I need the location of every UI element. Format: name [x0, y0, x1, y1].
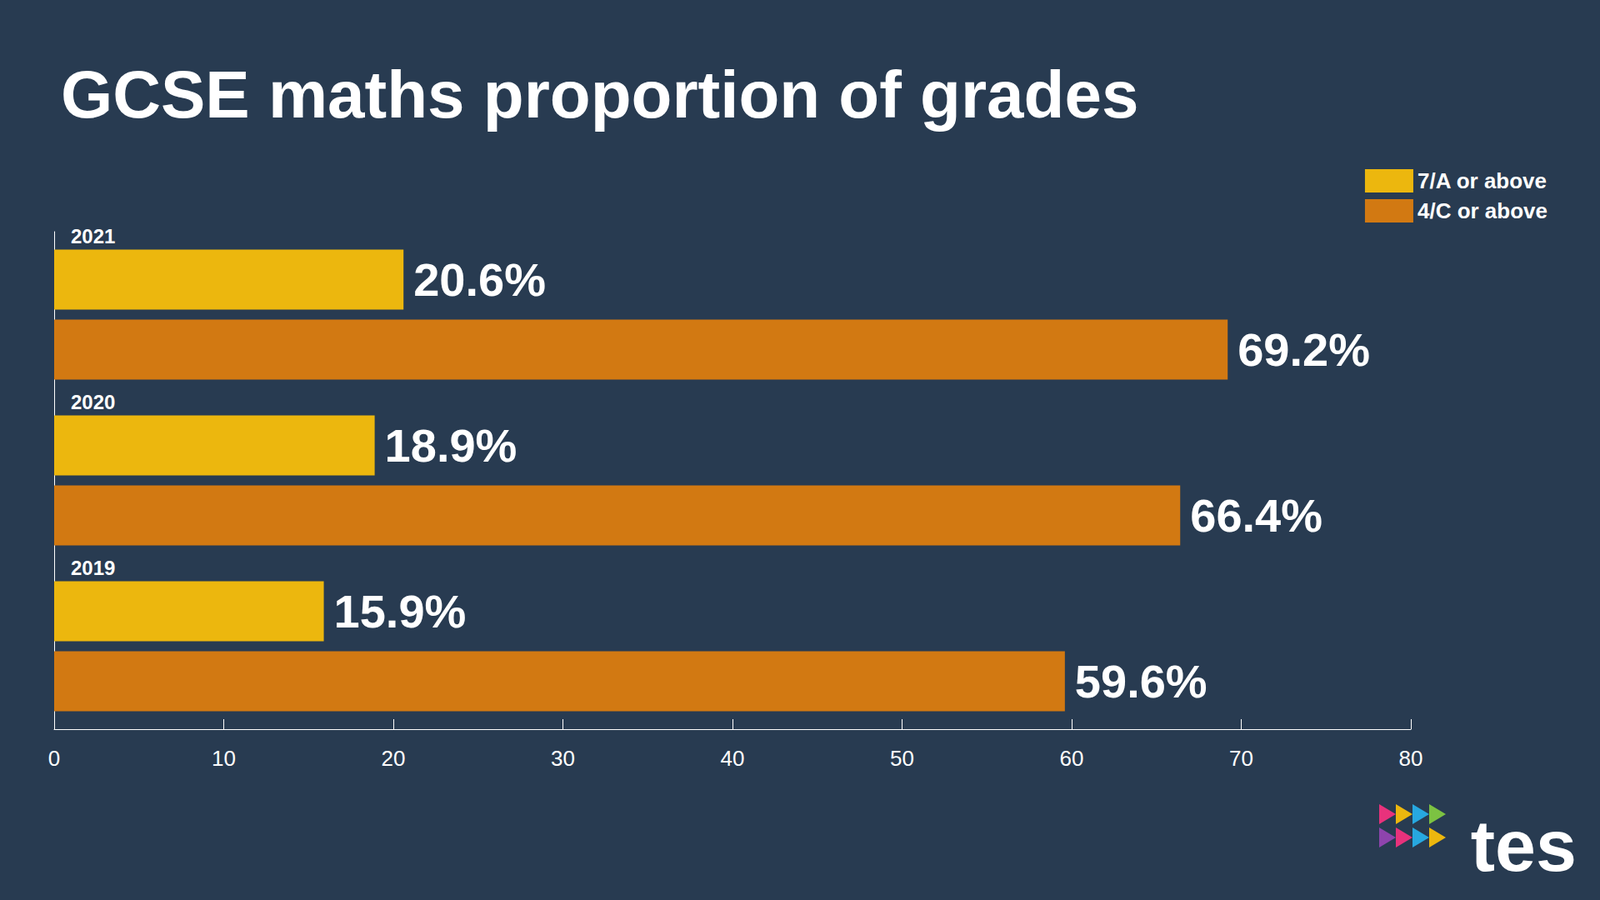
svg-text:20: 20 [381, 745, 406, 771]
svg-text:GCSE maths proportion of grade: GCSE maths proportion of grades [60, 57, 1139, 132]
svg-text:59.6%: 59.6% [1075, 655, 1208, 708]
svg-text:4/C or above: 4/C or above [1417, 198, 1548, 224]
svg-text:69.2%: 69.2% [1237, 323, 1370, 376]
svg-text:2019: 2019 [70, 556, 115, 580]
svg-text:80: 80 [1399, 745, 1424, 771]
svg-text:50: 50 [890, 745, 915, 771]
svg-text:2020: 2020 [70, 390, 115, 414]
svg-text:20.6%: 20.6% [413, 253, 546, 306]
svg-text:tes: tes [1470, 804, 1577, 887]
svg-text:18.9%: 18.9% [385, 419, 518, 472]
svg-text:10: 10 [211, 745, 236, 771]
svg-text:2021: 2021 [70, 225, 115, 248]
svg-text:30: 30 [550, 745, 575, 771]
svg-text:60: 60 [1060, 745, 1085, 771]
svg-text:70: 70 [1229, 745, 1254, 771]
svg-text:7/A or above: 7/A or above [1417, 168, 1547, 194]
svg-text:66.4%: 66.4% [1190, 489, 1323, 542]
svg-text:15.9%: 15.9% [334, 585, 467, 638]
svg-text:0: 0 [48, 745, 60, 771]
svg-text:40: 40 [720, 745, 745, 771]
